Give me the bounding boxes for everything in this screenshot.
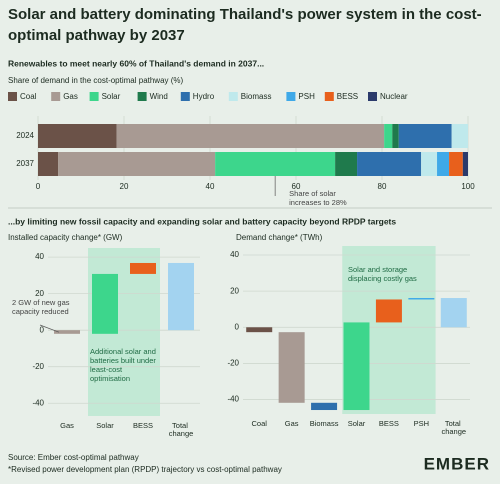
bar-segment <box>38 124 117 148</box>
logo: EMBER <box>424 454 490 473</box>
bar-segment <box>392 124 399 148</box>
annotation: Solar and storage displacing costly gas <box>348 265 417 283</box>
bar <box>92 273 118 334</box>
bar-segment <box>335 152 358 176</box>
bar <box>408 298 435 300</box>
bar <box>168 262 194 331</box>
legend-label: BESS <box>337 92 358 101</box>
legend-label: Hydro <box>193 92 215 101</box>
legend-swatch <box>286 92 296 101</box>
y-tick-label: 2037 <box>16 159 34 168</box>
y-tick-label: -40 <box>32 398 44 407</box>
legend-swatch <box>137 92 147 101</box>
annotation: Additional solar and batteries built und… <box>90 347 158 383</box>
page-title: Solar and battery dominating Thailand's … <box>8 6 482 44</box>
bar <box>440 298 467 328</box>
chart-title: Renewables to meet nearly 60% of Thailan… <box>8 58 264 68</box>
annotation: 2 GW of new gas capacity reduced <box>12 298 72 316</box>
x-tick-label: 40 <box>206 182 215 191</box>
bar <box>311 402 338 411</box>
legend-label: Solar <box>102 92 121 101</box>
x-tick-label: 60 <box>292 182 301 191</box>
x-tick-label: Solar <box>96 421 114 430</box>
y-tick-label: 40 <box>35 252 44 261</box>
bar <box>130 262 156 274</box>
legend-swatch <box>324 92 334 101</box>
bar <box>54 330 80 334</box>
bar <box>375 299 402 323</box>
legend-label: Coal <box>20 92 37 101</box>
y-tick-label: 0 <box>40 325 45 334</box>
x-tick-label: 80 <box>378 182 387 191</box>
y-tick-label: 0 <box>235 322 240 331</box>
annotation-line <box>39 324 60 333</box>
x-tick-label: PSH <box>414 419 429 428</box>
bar-segment <box>58 152 216 176</box>
legend-swatch <box>89 92 99 101</box>
bar-segment <box>357 152 422 176</box>
x-tick-label: 20 <box>120 182 129 191</box>
legend-swatch <box>8 92 17 101</box>
x-tick-label: 0 <box>36 182 41 191</box>
y-tick-label: -40 <box>227 395 239 404</box>
section-heading: ...by limiting new fossil capacity and e… <box>8 216 396 226</box>
x-tick-label: 100 <box>461 182 475 191</box>
x-tick-label: Coal <box>251 419 267 428</box>
footnote: *Revised power development plan (RPDP) t… <box>8 465 282 474</box>
bar-segment <box>421 152 438 176</box>
legend-swatch <box>180 92 190 101</box>
bar <box>343 322 370 411</box>
y-tick-label: 40 <box>230 250 239 259</box>
bar-segment <box>38 152 59 176</box>
x-tick-label: Total change <box>441 419 466 436</box>
y-tick-label: 20 <box>230 286 239 295</box>
annotation: Share of solar increases to 28% <box>289 189 347 207</box>
x-tick-label: BESS <box>379 419 399 428</box>
legend-label: Nuclear <box>380 92 408 101</box>
x-tick-label: Solar <box>348 419 366 428</box>
bar-segment <box>398 124 452 148</box>
bar-segment <box>384 124 393 148</box>
legend-label: Biomass <box>241 92 272 101</box>
y-tick-label: -20 <box>227 359 239 368</box>
bar-segment <box>451 124 468 148</box>
chart-title: Installed capacity change* (GW) <box>8 233 123 242</box>
legend-swatch <box>368 92 377 101</box>
bar-segment <box>116 124 385 148</box>
y-tick-label: 2024 <box>16 131 34 140</box>
chart-title: Demand change* (TWh) <box>236 233 323 242</box>
x-tick-label: Biomass <box>310 419 339 428</box>
bar-segment <box>215 152 336 176</box>
legend-label: Gas <box>63 92 78 101</box>
y-tick-label: -20 <box>32 362 44 371</box>
x-tick-label: Total change <box>169 421 194 438</box>
source: Source: Ember cost-optimal pathway <box>8 453 139 462</box>
bar-segment <box>449 152 463 176</box>
legend-swatch <box>51 92 61 101</box>
x-tick-label: Gas <box>60 421 74 430</box>
bar-segment <box>462 152 468 176</box>
bar <box>278 332 305 403</box>
legend-swatch <box>228 92 238 101</box>
legend-label: PSH <box>298 92 315 101</box>
legend-label: Wind <box>150 92 168 101</box>
bar <box>246 327 273 333</box>
y-tick-label: 20 <box>35 289 44 298</box>
bar-segment <box>437 152 450 176</box>
x-tick-label: Gas <box>285 419 299 428</box>
axis-label: Share of demand in the cost-optimal path… <box>8 76 184 85</box>
x-tick-label: BESS <box>133 421 153 430</box>
